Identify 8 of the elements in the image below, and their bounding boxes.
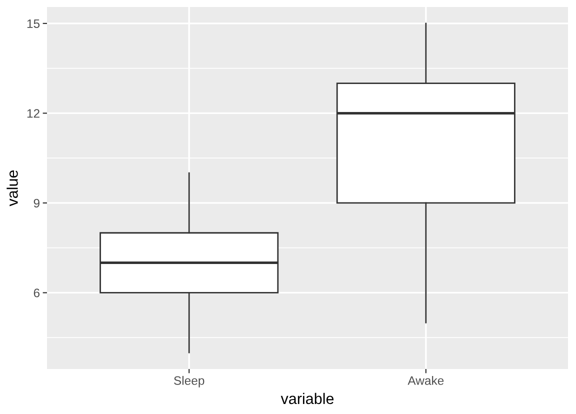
y-tick-label: 6 — [34, 288, 40, 298]
y-axis-title: value — [6, 170, 18, 206]
x-tick-label: Awake — [408, 376, 444, 385]
y-tick-label: 15 — [27, 19, 40, 28]
x-axis-title: variable — [280, 392, 334, 404]
y-tick-label: 12 — [27, 109, 40, 118]
y-tick-label: 9 — [34, 198, 40, 208]
x-tick-label: Sleep — [174, 376, 204, 388]
